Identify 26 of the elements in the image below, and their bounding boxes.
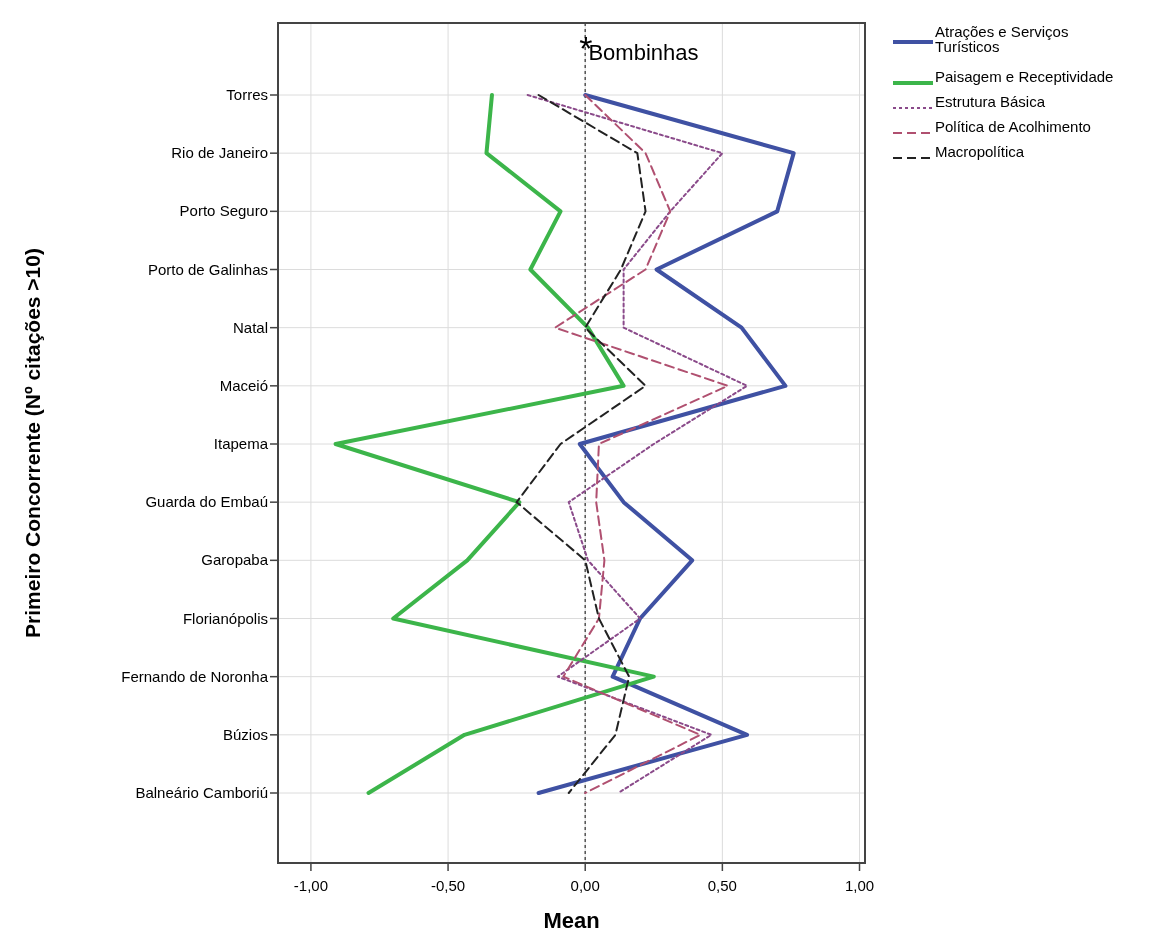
y-tick-label: Guarda do Embaú	[145, 493, 268, 511]
x-tick-label: 1,00	[844, 877, 875, 894]
legend-label: Macropolítica	[935, 143, 1025, 160]
y-tick-label: Natal	[232, 318, 268, 336]
y-tick-label: Balneário Camboriú	[135, 784, 268, 801]
y-tick-label: Garopaba	[201, 551, 269, 569]
y-tick-label: Florianópolis	[182, 609, 268, 627]
x-tick-label: 0,00	[570, 877, 600, 894]
x-tick-label: -1,00	[293, 877, 329, 894]
y-tick-label: Itapema	[213, 435, 269, 452]
y-tick-label: Fernando de Noronha	[121, 667, 269, 685]
y-tick-label: Porto de Galinhas	[147, 260, 268, 278]
y-tick-label: Búzios	[222, 725, 268, 743]
y-tick-label: Maceió	[219, 376, 268, 394]
x-axis-title: Mean	[543, 908, 600, 933]
x-tick-label: 0,50	[707, 877, 737, 894]
ref-line-label: *Bombinhas	[579, 29, 699, 67]
legend-label: Estrutura Básica	[935, 93, 1046, 110]
legend-label: Política de Acolhimento	[935, 118, 1091, 135]
y-tick-label: Porto Seguro	[179, 202, 268, 220]
y-axis-title: Primeiro Concorrente (Nº citações >10)	[21, 248, 44, 638]
y-tick-label: Rio de Janeiro	[171, 144, 268, 162]
legend-label: Atrações e Serviços Turísticos	[935, 23, 1069, 55]
legend-label: Paisagem e Receptividade	[935, 68, 1114, 85]
y-tick-label: Torres	[226, 86, 268, 103]
x-tick-label: -0,50	[430, 877, 466, 894]
